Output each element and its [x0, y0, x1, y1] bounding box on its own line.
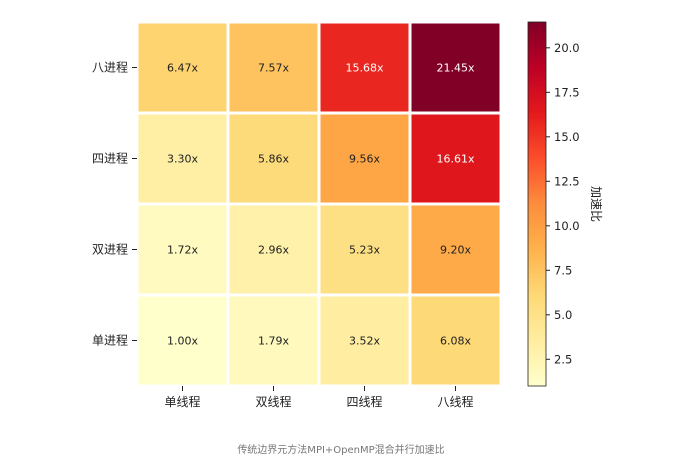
- colorbar-tick-label: 7.5: [554, 263, 572, 277]
- heatmap-cell-label: 6.08x: [440, 335, 471, 348]
- heatmap-cell: [320, 296, 409, 385]
- heatmap-cell-label: 1.72x: [167, 244, 198, 257]
- heatmap-cells: [138, 23, 500, 385]
- colorbar-tick-label: 20.0: [554, 41, 580, 55]
- heatmap-cell-label: 1.00x: [167, 335, 198, 348]
- heatmap-cell: [229, 114, 318, 203]
- colorbar-tick-label: 5.0: [554, 308, 572, 322]
- colorbar-tick-label: 10.0: [554, 219, 580, 233]
- heatmap-cell: [229, 205, 318, 294]
- heatmap-cell-label: 21.45x: [436, 62, 474, 75]
- colorbar-label: 加速比: [589, 186, 603, 222]
- heatmap-cell-label: 3.30x: [167, 153, 198, 166]
- colorbar: 2.5 5.0 7.5 10.0 12.5 15.0 17.5 20.0 加速比: [527, 21, 603, 387]
- chart-caption: 传统边界元方法MPI+OpenMP混合并行加速比: [237, 445, 445, 456]
- x-tick-label: 双线程: [255, 394, 291, 409]
- x-axis: 单线程 双线程 四线程 八线程: [164, 386, 474, 409]
- heatmap-cell: [411, 205, 500, 294]
- colorbar-tick-label: 12.5: [554, 174, 580, 188]
- colorbar-ticks: 2.5 5.0 7.5 10.0 12.5 15.0 17.5 20.0: [546, 41, 580, 366]
- heatmap-cell: [138, 114, 227, 203]
- heatmap-cell-label: 9.56x: [349, 153, 380, 166]
- heatmap-cell: [229, 296, 318, 385]
- colorbar-gradient: [527, 21, 547, 387]
- heatmap-cell: [320, 205, 409, 294]
- heatmap-cell: [229, 23, 318, 112]
- x-tick-label: 八线程: [437, 394, 473, 409]
- heatmap-cell-label: 16.61x: [436, 153, 474, 166]
- heatmap-cell-label: 1.79x: [258, 335, 289, 348]
- heatmap-cell-label: 9.20x: [440, 244, 471, 257]
- heatmap-cell: [411, 296, 500, 385]
- heatmap-cell: [320, 23, 409, 112]
- x-tick-label: 四线程: [346, 394, 382, 409]
- colorbar-tick-label: 17.5: [554, 85, 580, 99]
- y-tick-label: 八进程: [92, 60, 128, 75]
- heatmap-cell: [138, 23, 227, 112]
- heatmap-cell: [411, 114, 500, 203]
- heatmap-cell: [138, 296, 227, 385]
- heatmap-cell-label: 15.68x: [345, 62, 383, 75]
- colorbar-tick-label: 15.0: [554, 130, 580, 144]
- heatmap-cell-label: 6.47x: [167, 62, 198, 75]
- heatmap-cell-label: 5.23x: [349, 244, 380, 257]
- y-tick-label: 四进程: [92, 151, 128, 166]
- y-tick-label: 单进程: [92, 333, 128, 348]
- heatmap-cell-label: 5.86x: [258, 153, 289, 166]
- heatmap-cell-label: 7.57x: [258, 62, 289, 75]
- heatmap-cell: [320, 114, 409, 203]
- y-tick-label: 双进程: [92, 242, 128, 257]
- heatmap-cell: [411, 23, 500, 112]
- x-tick-label: 单线程: [164, 394, 200, 409]
- colorbar-tick-label: 2.5: [554, 352, 572, 366]
- heatmap-cell-label: 2.96x: [258, 244, 289, 257]
- heatmap-cell-label: 3.52x: [349, 335, 380, 348]
- heatmap-cell: [138, 205, 227, 294]
- heatmap-cell-labels: 6.47x 7.57x 15.68x 21.45x 3.30x 5.86x 9.56x 16.…: [167, 62, 475, 348]
